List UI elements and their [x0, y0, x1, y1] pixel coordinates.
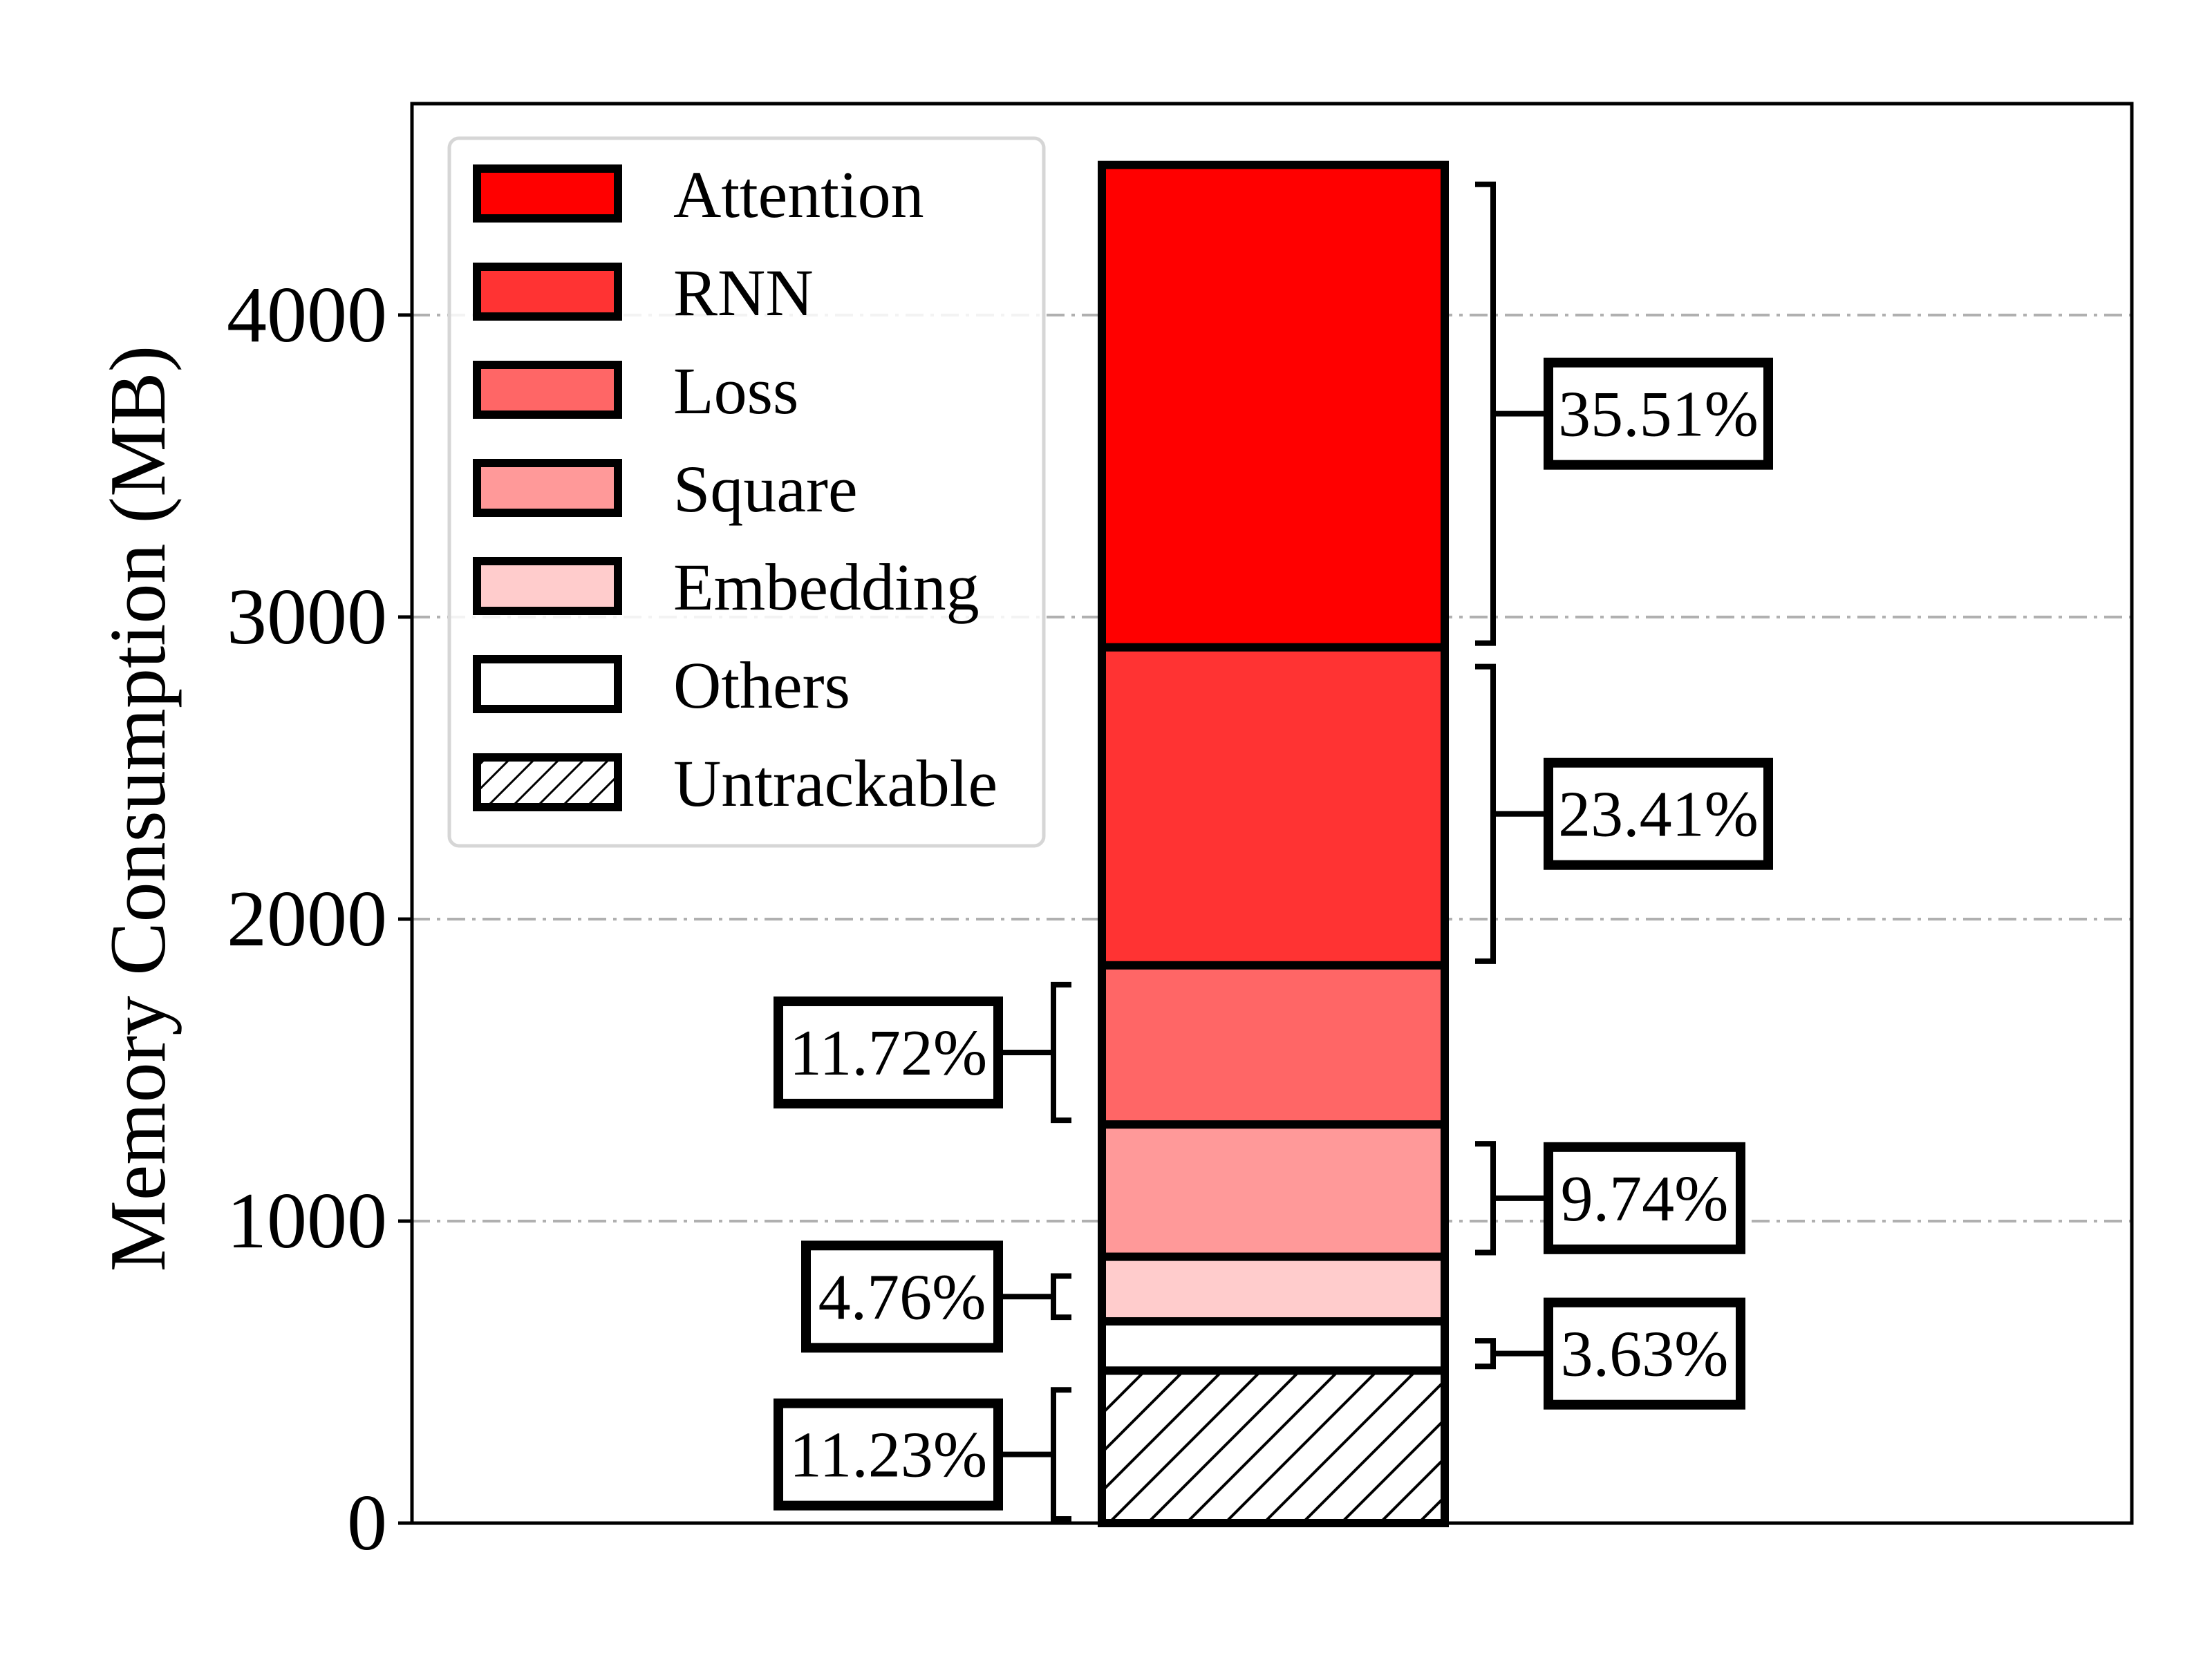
- percent-label-loss: 11.72%: [789, 1017, 987, 1089]
- bar-segment-untrackable: [1098, 1366, 1449, 1527]
- legend-item-untrackable: Untrackable: [473, 746, 997, 820]
- y-axis-label: Memory Consumption (MB): [94, 346, 182, 1272]
- annotation-box: [774, 996, 1003, 1108]
- y-tick-label: 0: [347, 1479, 387, 1567]
- legend-swatch: [473, 753, 622, 811]
- legend-item-attention: Attention: [473, 158, 924, 232]
- legend-swatch: [473, 361, 622, 419]
- annotation-box: [801, 1240, 1003, 1353]
- legend-item-embedding: Embedding: [473, 550, 980, 624]
- annotation-untrackable: 11.23%: [774, 1387, 1071, 1522]
- annotation-box: [774, 1398, 1003, 1511]
- legend-label: Untrackable: [673, 746, 997, 820]
- legend-label: Embedding: [673, 550, 980, 624]
- bar-segments: [1098, 160, 1449, 1527]
- legend-label: Others: [673, 648, 850, 722]
- legend-swatch: [473, 263, 622, 321]
- annotation-box: [1544, 1297, 1745, 1410]
- legend-label: Loss: [673, 354, 798, 428]
- legend-label: Attention: [673, 158, 924, 232]
- annotation-others: 3.63%: [1475, 1297, 1745, 1410]
- legend-label: Square: [673, 452, 858, 526]
- percent-label-others: 3.63%: [1561, 1319, 1729, 1390]
- legend: Attention RNN Loss Square Embedding Others Unt…: [447, 136, 1046, 848]
- legend-item-square: Square: [473, 452, 858, 526]
- y-tick-label: 2000: [227, 875, 387, 963]
- percent-label-square: 9.74%: [1561, 1163, 1729, 1235]
- legend-swatch: [473, 164, 622, 223]
- percent-label-untrackable: 11.23%: [789, 1419, 987, 1491]
- bar-segment-others: [1098, 1317, 1449, 1375]
- legend-item-rnn: RNN: [473, 256, 814, 330]
- legend-swatch: [473, 459, 622, 517]
- annotation-attention: 35.51%: [1475, 181, 1773, 646]
- legend-label: RNN: [673, 256, 814, 330]
- annotation-box: [1544, 1142, 1745, 1254]
- plot-frame: [410, 102, 2134, 1525]
- percent-label-rnn: 23.41%: [1558, 779, 1759, 851]
- legend-swatch: [473, 557, 622, 615]
- axes: 0 1000 2000 3000 4000: [227, 102, 2134, 1567]
- legend-item-loss: Loss: [473, 354, 798, 428]
- annotation-square: 9.74%: [1475, 1141, 1745, 1256]
- legend-item-others: Others: [473, 648, 850, 722]
- annotation-embedding: 4.76%: [801, 1240, 1071, 1353]
- bar-segment-attention: [1098, 160, 1449, 652]
- y-tick-label: 4000: [227, 271, 387, 359]
- percent-label-embedding: 4.76%: [818, 1261, 986, 1333]
- annotation-loss: 11.72%: [774, 981, 1071, 1124]
- y-tick-label: 1000: [227, 1177, 387, 1265]
- bar-segment-square: [1098, 1120, 1449, 1261]
- bar-segment-rnn: [1098, 643, 1449, 970]
- bar-segment-embedding: [1098, 1252, 1449, 1326]
- annotation-box: [1544, 757, 1773, 870]
- percent-label-attention: 35.51%: [1558, 379, 1759, 451]
- percent-annotations: 11.23% 3.63% 4.76% 9.74% 11.72% 23.41% 35.51%: [774, 181, 1773, 1522]
- y-tick-label: 3000: [227, 573, 387, 661]
- legend-swatch: [473, 655, 622, 713]
- bar-segment-loss: [1098, 961, 1449, 1129]
- annotation-box: [1544, 357, 1773, 470]
- annotation-rnn: 23.41%: [1475, 663, 1773, 964]
